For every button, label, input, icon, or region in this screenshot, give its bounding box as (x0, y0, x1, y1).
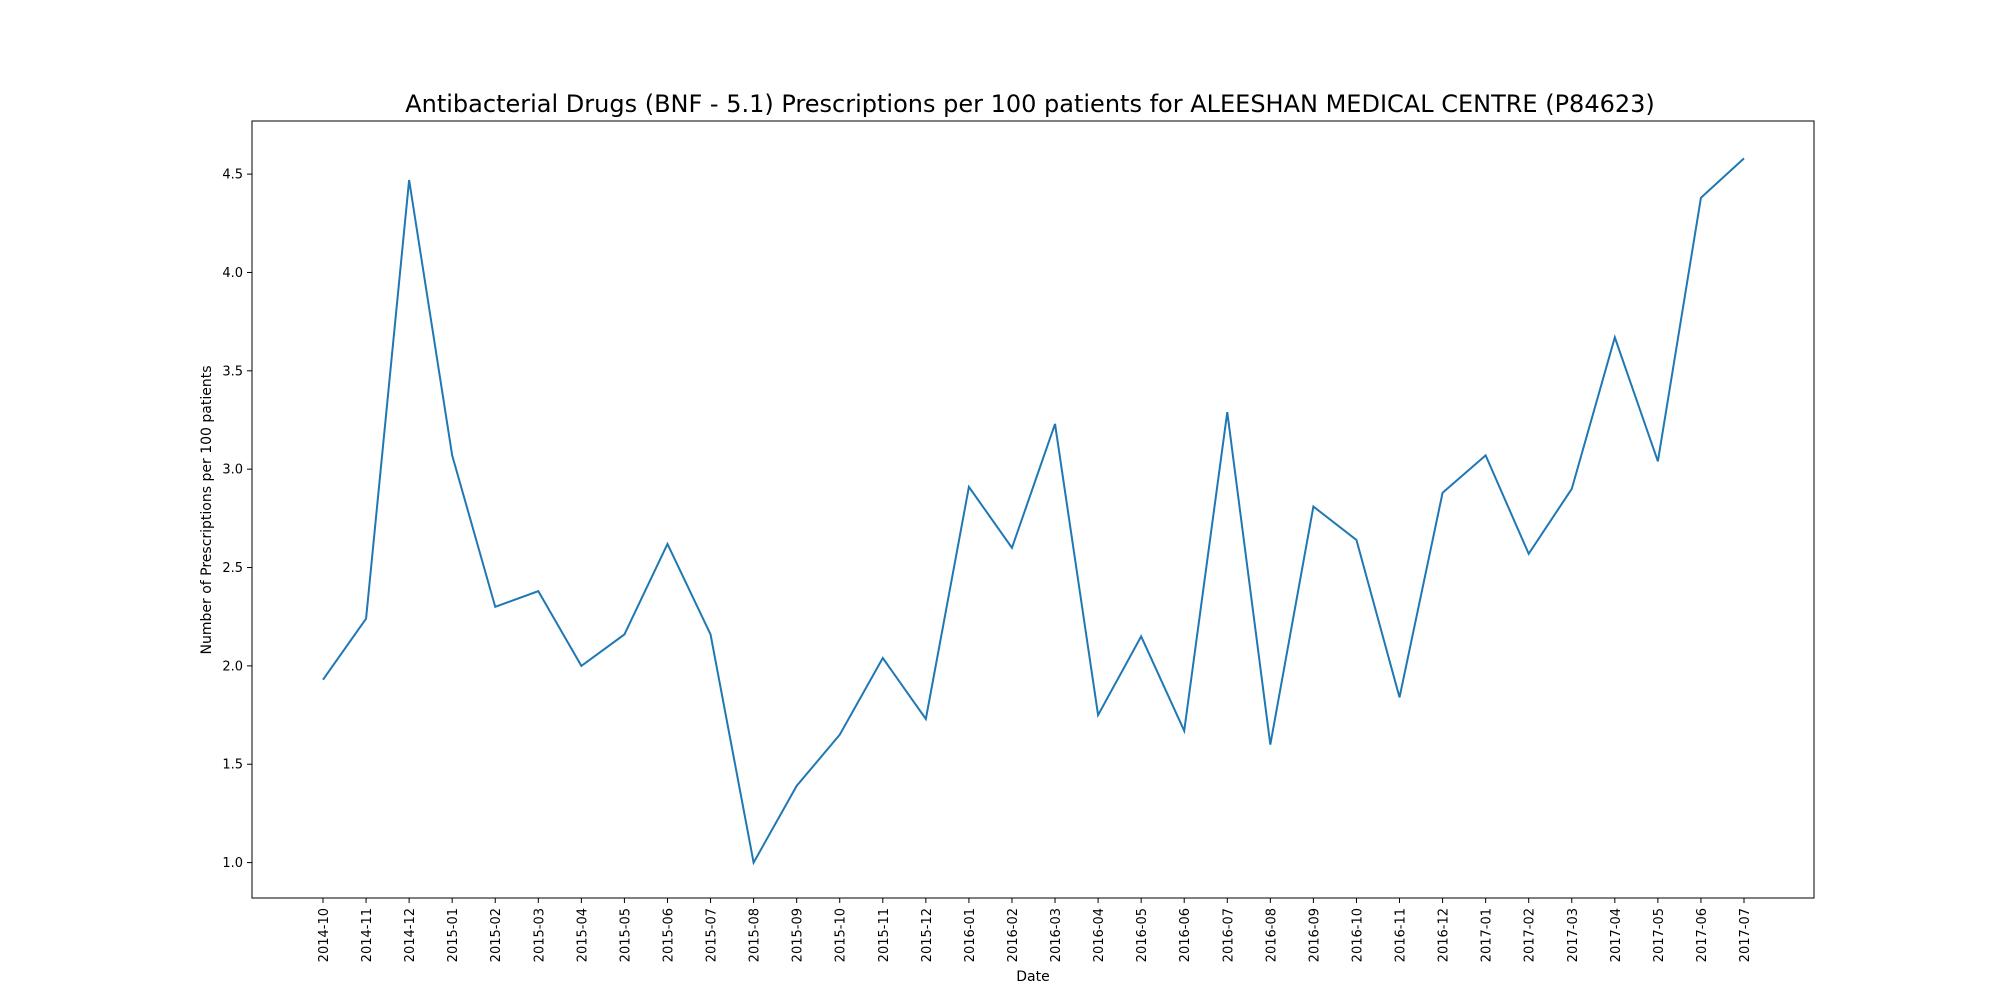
x-tick-label: 2016-07 (1221, 908, 1236, 962)
x-axis: 2014-10 2014-11 2014-12 2015-01 2015-02 2015-… (317, 898, 1753, 962)
y-tick-label: 3.0 (222, 463, 243, 478)
x-tick-label: 2015-03 (532, 908, 547, 962)
x-tick-label: 2017-07 (1738, 908, 1753, 962)
x-tick-label: 2016-12 (1437, 908, 1452, 962)
x-tick-label: 2015-10 (834, 908, 849, 962)
x-tick-label: 2015-02 (489, 908, 504, 962)
x-tick-label: 2016-08 (1264, 908, 1279, 962)
x-tick-label: 2017-05 (1652, 908, 1667, 962)
x-tick-label: 2016-03 (1049, 908, 1064, 962)
x-tick-label: 2015-08 (748, 908, 763, 962)
y-tick-label: 2.0 (222, 659, 243, 674)
x-tick-label: 2015-07 (705, 908, 720, 962)
y-tick-label: 1.5 (222, 758, 243, 773)
x-tick-label: 2015-11 (877, 908, 892, 962)
x-tick-label: 2014-10 (317, 908, 332, 962)
x-tick-label: 2016-11 (1394, 908, 1409, 962)
x-tick-label: 2017-02 (1523, 908, 1538, 962)
x-axis-label: Date (1016, 969, 1049, 985)
x-tick-label: 2015-04 (575, 908, 590, 962)
x-tick-label: 2016-09 (1307, 908, 1322, 962)
x-tick-label: 2017-04 (1609, 908, 1624, 962)
y-tick-label: 4.5 (222, 168, 243, 183)
y-axis-label: Number of Prescriptions per 100 patients (199, 366, 215, 655)
x-tick-label: 2015-09 (791, 908, 806, 962)
series-line (322, 157, 1745, 866)
x-tick-label: 2017-06 (1695, 908, 1710, 962)
x-tick-label: 2016-05 (1135, 908, 1150, 962)
x-tick-label: 2017-03 (1566, 908, 1581, 962)
x-tick-label: 2015-12 (920, 908, 935, 962)
x-tick-label: 2016-01 (963, 908, 978, 962)
x-tick-label: 2016-10 (1350, 908, 1365, 962)
x-tick-label: 2016-04 (1092, 908, 1107, 962)
y-tick-label: 3.5 (222, 364, 243, 379)
chart-title: Antibacterial Drugs (BNF - 5.1) Prescrip… (405, 90, 1655, 118)
x-tick-label: 2015-01 (446, 908, 461, 962)
y-axis: 1.0 1.5 2.0 2.5 3.0 3.5 4.0 4.5 (222, 168, 252, 871)
x-tick-label: 2015-05 (618, 908, 633, 962)
plot-area-frame (251, 120, 1815, 899)
x-tick-label: 2014-11 (360, 908, 375, 962)
y-tick-label: 2.5 (222, 561, 243, 576)
x-tick-label: 2016-06 (1178, 908, 1193, 962)
y-tick-label: 1.0 (222, 856, 243, 871)
data-points (321, 156, 1746, 864)
y-tick-label: 4.0 (222, 266, 243, 281)
x-tick-label: 2016-02 (1006, 908, 1021, 962)
x-tick-label: 2014-12 (403, 908, 418, 962)
x-tick-label: 2015-06 (661, 908, 676, 962)
x-tick-label: 2017-01 (1480, 908, 1495, 962)
